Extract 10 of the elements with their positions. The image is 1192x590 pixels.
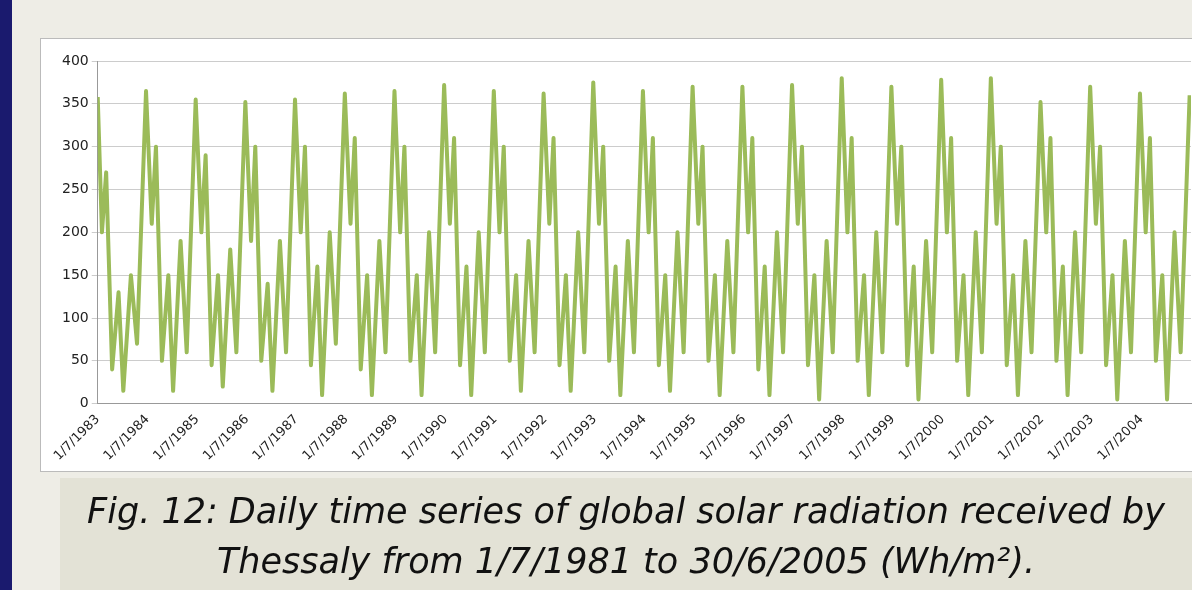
y-tick-label: 150 [61,265,89,282]
y-tick-label: 0 [79,394,89,411]
y-tick-label: 100 [61,308,89,325]
y-tick-label: 200 [61,222,89,239]
text: Fig. 12: Daily time series of global solar radiation received by Thessaly from 1/7/1981 to 30/6/2005 (Wh/m²). [60,478,1192,590]
y-tick-label: 250 [61,180,89,197]
y-tick-label: 50 [70,351,89,368]
y-tick-label: 350 [61,94,89,111]
y-tick-label: 400 [61,51,89,68]
y-tick-label: 300 [61,137,89,154]
